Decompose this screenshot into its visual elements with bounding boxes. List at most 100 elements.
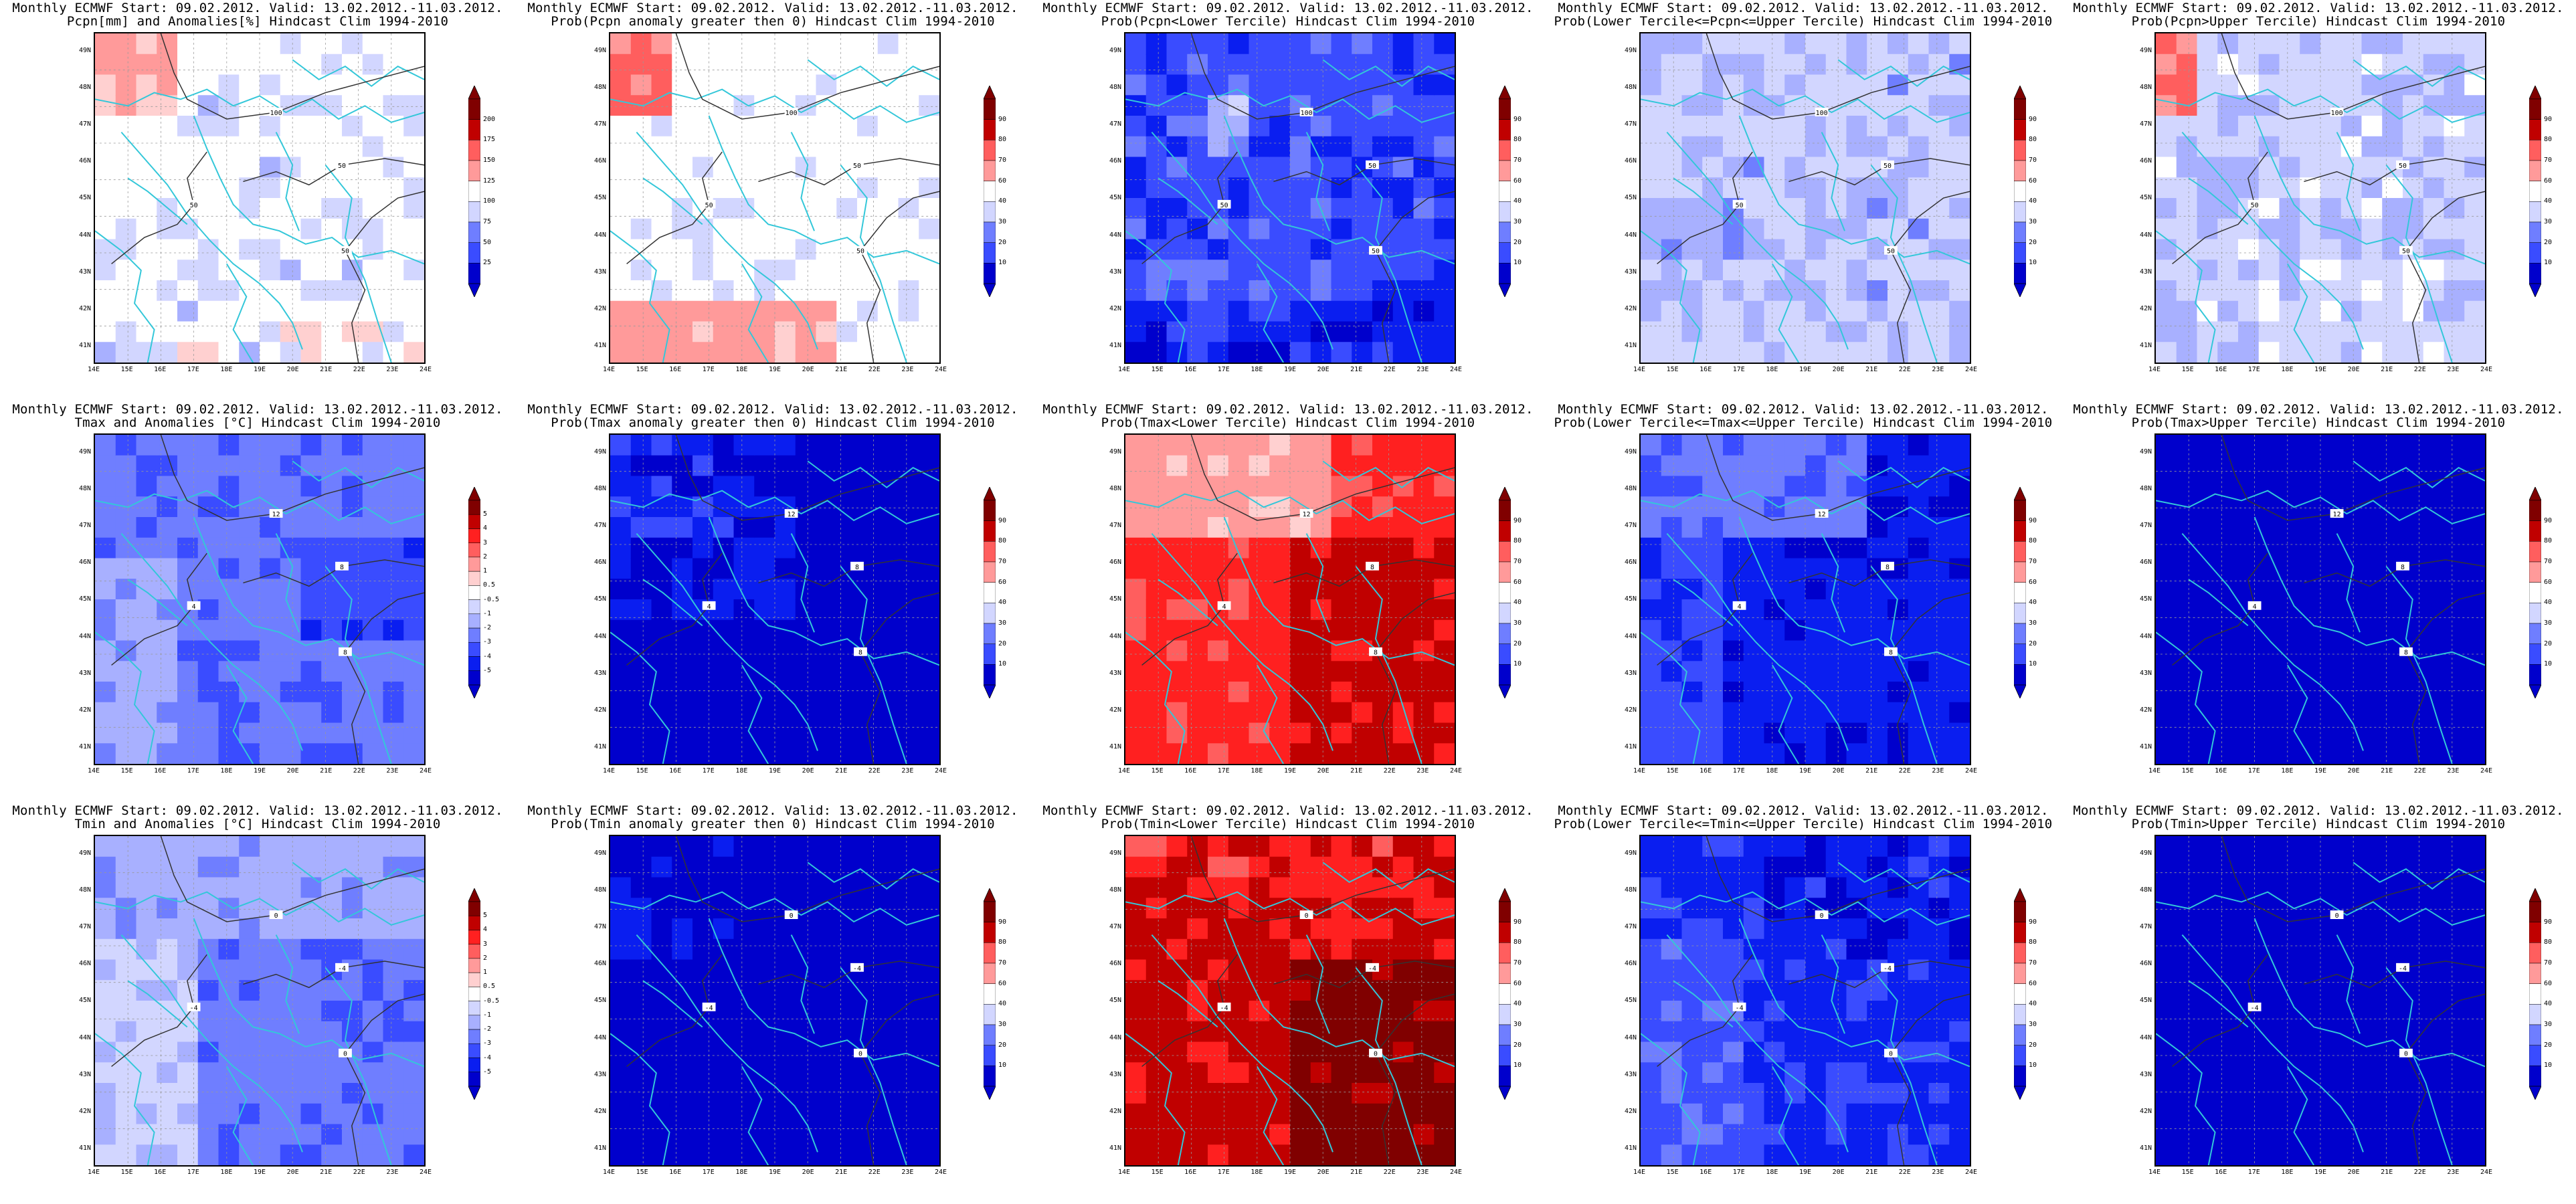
field-cell	[693, 722, 714, 744]
coastline-border	[2181, 532, 2364, 751]
field-cell	[1661, 1041, 1683, 1064]
lat-label: 46N	[1109, 157, 1121, 165]
field-cell	[1888, 177, 1909, 199]
field-cell	[1310, 300, 1332, 322]
field-cell	[1331, 537, 1353, 559]
field-cell	[260, 1041, 281, 1064]
colorbar-arrow-top	[984, 487, 996, 501]
field-cell	[2279, 280, 2301, 302]
field-cell	[403, 455, 424, 477]
field-cell	[795, 702, 817, 724]
field-cell	[1372, 537, 1394, 559]
field-cell	[816, 579, 838, 600]
field-cell	[2382, 136, 2403, 158]
lat-label: 47N	[1109, 120, 1121, 128]
field-cell	[2340, 856, 2363, 878]
field-cell	[1661, 321, 1683, 343]
lat-label: 43N	[1109, 268, 1121, 276]
field-cell	[630, 1001, 652, 1022]
lon-label: 21E	[1865, 767, 1878, 775]
colorbar-segment	[2014, 901, 2026, 922]
field-cell	[816, 980, 838, 1001]
colorbar-tick-label: 70	[2029, 558, 2037, 565]
field-cell	[1249, 1083, 1271, 1104]
field-cell	[1908, 1062, 1930, 1084]
field-cell	[197, 682, 219, 703]
field-cell	[2403, 579, 2424, 600]
lon-label: 20E	[2347, 767, 2360, 775]
field-cell	[300, 517, 323, 538]
field-cell	[795, 918, 817, 940]
field-cell	[2217, 476, 2239, 498]
colorbar-segment	[2014, 500, 2026, 521]
contour-line	[2221, 435, 2485, 521]
field-cell	[1125, 239, 1147, 261]
field-cell	[2340, 300, 2363, 322]
field-cell	[1145, 198, 1168, 219]
field-cell	[672, 136, 693, 158]
field-cell	[1125, 599, 1147, 621]
field-cell	[95, 1021, 116, 1043]
map-panel: Monthly ECMWF Start: 09.02.2012. Valid: …	[515, 0, 1030, 401]
field-cell	[2279, 116, 2301, 137]
field-cell	[1166, 517, 1188, 538]
field-cell	[1125, 517, 1147, 538]
field-cell	[2176, 836, 2198, 858]
field-cell	[1661, 856, 1683, 878]
lon-label: 22E	[1383, 767, 1396, 775]
field-cell	[2361, 54, 2383, 76]
field-cell	[672, 74, 693, 96]
field-cell	[733, 1144, 755, 1165]
field-cell	[280, 239, 302, 261]
field-cell	[383, 33, 405, 55]
contour-label: 50	[1366, 160, 1379, 170]
field-cell	[403, 980, 424, 1001]
contour-line	[1657, 954, 1753, 1067]
contour-line	[758, 158, 939, 186]
field-cell	[754, 558, 775, 580]
field-cell	[342, 682, 363, 703]
field-cell	[2217, 280, 2239, 302]
field-cell	[2258, 938, 2280, 961]
field-cell	[2464, 177, 2485, 199]
field-cell	[1702, 455, 1724, 477]
field-cell	[136, 898, 158, 919]
field-cell	[672, 722, 693, 744]
field-cell	[2238, 1062, 2260, 1084]
field-cell	[919, 702, 939, 724]
field-cell	[1661, 702, 1683, 724]
field-cell	[1372, 116, 1394, 137]
field-cell	[1145, 558, 1168, 580]
contour-label: 100	[269, 108, 283, 117]
field-cell	[2156, 640, 2177, 662]
contour-label: 50	[850, 160, 864, 170]
lon-label: 15E	[636, 1169, 648, 1176]
field-cell	[1352, 619, 1373, 641]
lon-label: 20E	[1317, 366, 1329, 373]
field-cell	[2217, 300, 2239, 322]
field-cell	[630, 579, 652, 600]
field-cell	[2238, 260, 2260, 281]
field-cell	[2300, 640, 2321, 662]
field-cell	[1166, 1103, 1188, 1125]
field-cell	[2340, 54, 2363, 76]
field-cell	[898, 743, 920, 764]
field-cell	[836, 1021, 858, 1043]
field-cell	[2176, 54, 2198, 76]
lon-label: 24E	[2480, 366, 2493, 373]
field-cell	[2382, 1144, 2403, 1165]
field-cell	[2176, 33, 2198, 55]
field-cell	[1208, 836, 1229, 858]
coastline-border	[741, 664, 769, 764]
field-cell	[1125, 1041, 1147, 1064]
field-cell	[1949, 722, 1970, 744]
field-cell	[1641, 1083, 1662, 1104]
field-cell	[1187, 558, 1208, 580]
field-cell	[1825, 980, 1847, 1001]
field-cell	[177, 136, 199, 158]
field-cell	[775, 579, 796, 600]
field-cell	[1681, 1144, 1704, 1165]
lon-label: 16E	[669, 1169, 682, 1176]
field-cell	[2176, 157, 2198, 179]
coastline-border	[292, 59, 424, 88]
